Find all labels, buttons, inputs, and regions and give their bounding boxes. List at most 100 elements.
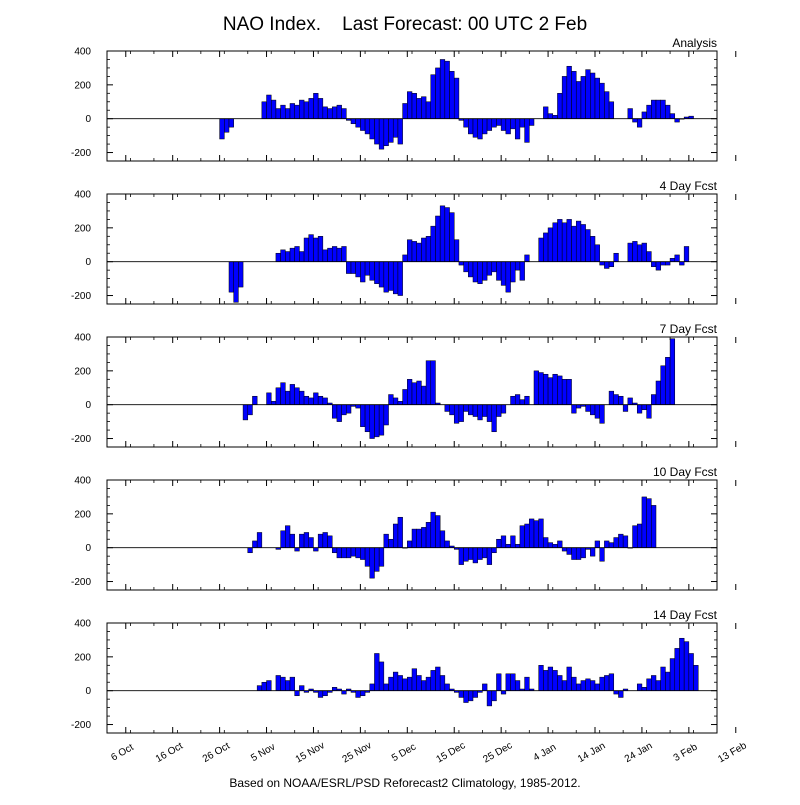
data-bar [360, 690, 366, 697]
data-bar [285, 108, 291, 119]
data-bar [510, 118, 516, 130]
data-bar [482, 404, 488, 417]
data-bar [482, 683, 488, 691]
data-bar [604, 261, 610, 269]
data-bar [435, 666, 441, 691]
data-bar [496, 673, 502, 691]
data-bar [646, 251, 652, 262]
data-bar [561, 76, 568, 119]
x-date-labels: 6 Oct 16 Oct 26 Oct 5 Nov 15 Nov 25 Nov 5 Dec 1… [109, 740, 749, 765]
data-bar [552, 544, 558, 548]
data-bar [374, 547, 380, 572]
data-bar [496, 404, 502, 417]
data-bar [496, 261, 502, 281]
x-tick-label: 5 Nov [249, 742, 277, 765]
data-bar [402, 678, 408, 691]
data-bar [618, 533, 624, 548]
data-bar [458, 261, 464, 266]
data-bar [613, 537, 619, 548]
data-bar [444, 540, 450, 548]
data-bar [285, 525, 291, 548]
data-bar [599, 547, 605, 562]
data-bar [590, 72, 596, 119]
data-bar [510, 261, 516, 283]
data-bar [500, 118, 507, 131]
data-bar [674, 118, 680, 123]
data-bar [322, 532, 328, 548]
data-bar [575, 81, 582, 119]
data-bar [646, 104, 652, 119]
data-bar [421, 385, 427, 405]
y-tick-label: -200 [71, 720, 91, 731]
data-bar [651, 675, 657, 691]
data-bar [472, 261, 478, 283]
data-bar [618, 395, 624, 405]
data-bar [331, 246, 338, 262]
bars [219, 59, 694, 150]
data-bar [491, 261, 497, 273]
data-bar [411, 382, 417, 405]
data-bar [299, 685, 305, 691]
data-bar [660, 365, 666, 405]
data-bar [468, 118, 474, 135]
data-bar [571, 404, 577, 414]
y-tick-label: 0 [85, 114, 91, 125]
data-bar [618, 690, 624, 698]
data-bar [346, 547, 352, 559]
data-bar [299, 533, 305, 548]
data-bar [472, 547, 478, 564]
data-bar [275, 108, 281, 119]
data-bar [313, 93, 319, 119]
data-bar [327, 108, 333, 119]
data-bar [252, 395, 258, 405]
data-bar [500, 535, 507, 548]
panel-label: 7 Day Fcst [660, 322, 718, 336]
data-bar [463, 404, 469, 412]
data-bar [219, 118, 225, 140]
data-bar [411, 241, 417, 262]
data-bar [486, 404, 493, 422]
data-bar [402, 389, 408, 405]
data-bar [655, 99, 661, 119]
y-tick-label: 400 [74, 47, 91, 58]
data-bar [350, 547, 356, 557]
panel-10-day-fcst: 10 Day Fcst -200 0 200 400 [71, 465, 737, 591]
data-bar [590, 236, 596, 262]
data-bar [505, 673, 511, 691]
data-bar [608, 542, 615, 548]
data-bar [514, 261, 521, 271]
data-bar [665, 104, 671, 119]
data-bar [646, 678, 652, 691]
data-bar [669, 338, 676, 405]
y-tick-label: -200 [71, 291, 91, 302]
data-bar [585, 678, 591, 691]
data-bar [425, 360, 432, 405]
data-bar [322, 397, 328, 405]
data-bar [524, 676, 530, 691]
data-bar [655, 680, 661, 691]
data-bar [590, 547, 596, 557]
data-bar [421, 237, 427, 262]
data-bar [392, 523, 399, 548]
data-bar [613, 252, 619, 262]
data-bar [331, 687, 338, 691]
data-bar [510, 673, 516, 691]
data-bar [341, 108, 347, 119]
data-bar [336, 247, 342, 262]
data-bar [444, 207, 450, 262]
data-bar [636, 683, 643, 691]
data-bar [322, 249, 328, 262]
data-bar [407, 239, 413, 262]
data-bar [360, 118, 366, 131]
data-bar [299, 99, 305, 119]
data-bar [341, 404, 347, 416]
data-bar [270, 99, 277, 119]
data-bar [322, 106, 328, 119]
data-bar [688, 653, 694, 691]
data-bar [444, 60, 450, 119]
data-bar [360, 547, 366, 560]
data-bar [679, 261, 685, 266]
data-bar [294, 387, 300, 405]
data-bar [360, 404, 366, 427]
